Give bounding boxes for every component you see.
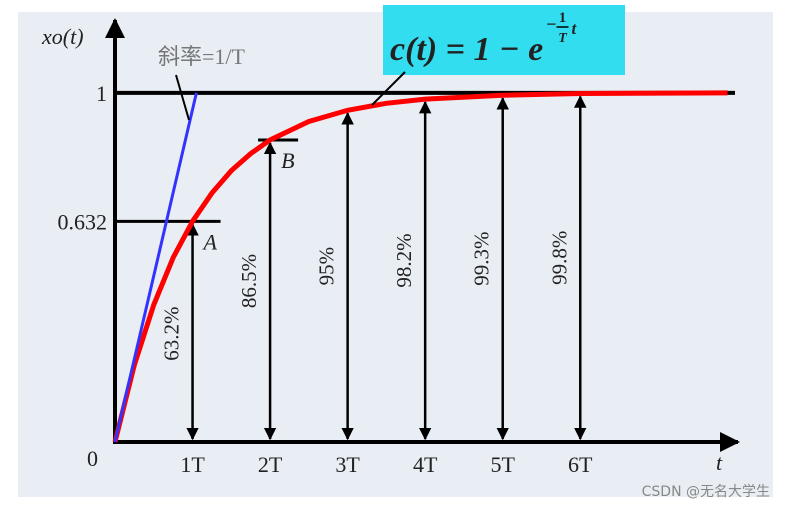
percent-label: 63.2% xyxy=(160,307,184,361)
percent-label: 86.5% xyxy=(237,254,261,308)
formula-exp-var: t xyxy=(572,19,578,38)
percent-label: 95% xyxy=(315,247,339,286)
x-tick-label: 2T xyxy=(258,452,283,477)
x-tick-label: 4T xyxy=(413,452,438,477)
formula-pointer xyxy=(371,71,406,106)
point-label: B xyxy=(281,148,294,173)
point-label: A xyxy=(202,229,218,254)
formula-exp-sign: − xyxy=(546,14,556,34)
x-tick-label: 6T xyxy=(568,452,593,477)
series-line xyxy=(112,90,728,443)
x-tick-label: 1T xyxy=(180,452,205,477)
y-tick-label: 0 xyxy=(87,446,98,471)
slope-pointer xyxy=(175,74,190,121)
y-axis-label: xo(t) xyxy=(41,24,84,49)
formula-box xyxy=(383,5,625,75)
percent-label: 99.8% xyxy=(547,231,571,285)
x-tick-label: 5T xyxy=(490,452,515,477)
y-tick-label: 1 xyxy=(96,81,107,106)
percent-label: 99.3% xyxy=(470,232,494,286)
watermark: CSDN @无名大学生 xyxy=(642,484,770,500)
formula-exp-num: 1 xyxy=(559,10,567,26)
percent-label: 98.2% xyxy=(392,233,416,287)
slope-label: 斜率=1/T xyxy=(158,44,246,69)
formula-exp-den: T xyxy=(558,31,568,46)
series-line xyxy=(113,92,198,443)
x-tick-label: 3T xyxy=(335,452,360,477)
formula: c(t) = 1 − e xyxy=(390,31,543,68)
x-axis-label: t xyxy=(716,450,723,475)
y-tick-label: 0.632 xyxy=(58,209,108,234)
